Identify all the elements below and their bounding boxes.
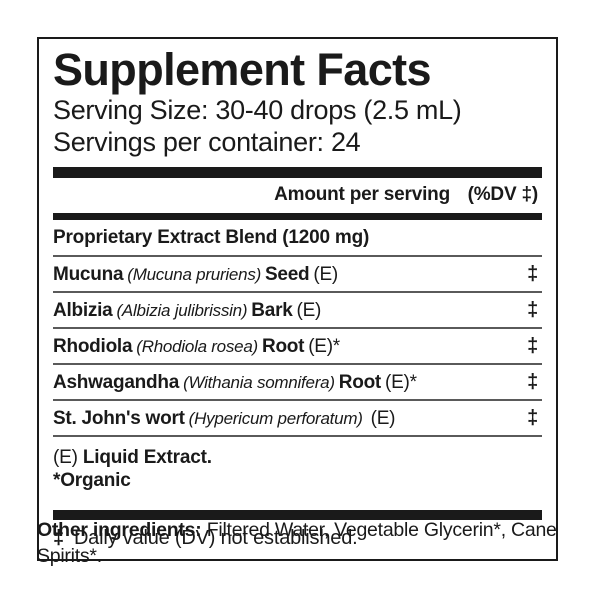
ingredient-text: Ashwagandha (Withania somnifera) Root (E)*	[53, 372, 417, 394]
ingredient-name: Ashwagandha	[53, 371, 180, 393]
ingredient-plant-part: Seed	[264, 263, 310, 285]
extract-legend-text: Liquid Extract.	[82, 446, 212, 468]
organic-note: *Organic	[53, 470, 131, 492]
liquid-extract-note: (E) Liquid Extract.	[53, 446, 542, 470]
extract-marker-legend: (E)	[53, 446, 78, 468]
other-ingredients: Other ingredients: Filtered Water, Veget…	[37, 518, 565, 570]
ingredient-text: Rhodiola (Rhodiola rosea) Root (E)*	[53, 336, 340, 358]
supplement-facts-panel: Supplement Facts Serving Size: 30-40 dro…	[37, 37, 558, 561]
serving-size-text: Serving Size: 30-40 drops (2.5 mL)	[53, 95, 462, 126]
ingredient-plant-part: Root	[261, 335, 305, 357]
extract-notes: (E) Liquid Extract. *Organic	[53, 437, 542, 501]
ingredient-daily-value: ‡	[527, 334, 538, 357]
ingredient-extract-marker: (E)*	[308, 335, 340, 357]
ingredient-latin-name: (Albizia julibrissin)	[116, 300, 248, 320]
table-row: Ashwagandha (Withania somnifera) Root (E)* …	[53, 365, 542, 399]
ingredient-daily-value: ‡	[527, 406, 538, 429]
ingredient-extract-marker: (E)	[370, 407, 396, 429]
ingredient-extract-marker: (E)	[296, 299, 322, 321]
ingredient-extract-marker: (E)*	[385, 371, 417, 393]
table-row: Albizia (Albizia julibrissin) Bark (E) ‡	[53, 293, 542, 327]
proprietary-blend-heading: Proprietary Extract Blend (1200 mg)	[53, 226, 370, 248]
row-divider	[53, 398, 542, 401]
rule-thick-top	[53, 166, 542, 178]
row-divider	[53, 362, 542, 365]
table-row: Rhodiola (Rhodiola rosea) Root (E)* ‡	[53, 329, 542, 363]
row-divider	[53, 434, 542, 437]
ingredient-latin-name: (Hypericum perforatum)	[188, 408, 363, 428]
table-row: Mucuna (Mucuna pruriens) Seed (E) ‡	[53, 257, 542, 291]
ingredient-latin-name: (Mucuna pruriens)	[127, 264, 261, 284]
ingredient-plant-part: Bark	[251, 299, 293, 321]
ingredient-text: Albizia (Albizia julibrissin) Bark (E)	[53, 300, 321, 322]
row-divider	[53, 326, 542, 329]
double-dagger-icon: ‡	[53, 527, 64, 549]
ingredient-name: Albizia	[53, 299, 113, 321]
daily-value-footnote: ‡ Daily value (DV) not established.	[53, 520, 542, 559]
ingredient-daily-value: ‡	[527, 370, 538, 393]
daily-value-header: (%DV ‡)	[467, 183, 539, 205]
ingredient-latin-name: (Rhodiola rosea)	[136, 336, 258, 356]
page-title: Supplement Facts	[53, 44, 432, 95]
ingredient-name: Rhodiola	[53, 335, 133, 357]
column-headers: Amount per serving (%DV ‡)	[53, 178, 542, 210]
rule-medium-under-headers	[53, 212, 542, 220]
servings-per-container-text: Servings per container: 24	[53, 126, 361, 157]
daily-value-footnote-text: Daily value (DV) not established.	[73, 527, 358, 549]
ingredient-daily-value: ‡	[527, 262, 538, 285]
row-divider	[53, 290, 542, 293]
ingredient-name: St. John's wort	[53, 407, 185, 429]
ingredient-extract-marker: (E)	[313, 263, 338, 285]
row-divider	[53, 254, 542, 257]
amount-per-serving-header: Amount per serving	[274, 183, 450, 205]
ingredient-daily-value: ‡	[527, 298, 538, 321]
ingredient-text: St. John's wort (Hypericum perforatum) (E)	[53, 408, 395, 430]
rule-thick-bottom	[53, 510, 542, 520]
ingredient-text: Mucuna (Mucuna pruriens) Seed (E)	[53, 264, 338, 286]
other-ingredients-list: Filtered Water, Vegetable Glycerin*, Can…	[37, 519, 557, 567]
ingredient-name: Mucuna	[53, 263, 124, 285]
table-row: St. John's wort (Hypericum perforatum) (E)…	[53, 401, 542, 435]
other-ingredients-label: Other ingredients:	[37, 519, 202, 541]
ingredient-plant-part: Root	[338, 371, 382, 393]
ingredient-latin-name: (Withania somnifera)	[183, 372, 335, 392]
